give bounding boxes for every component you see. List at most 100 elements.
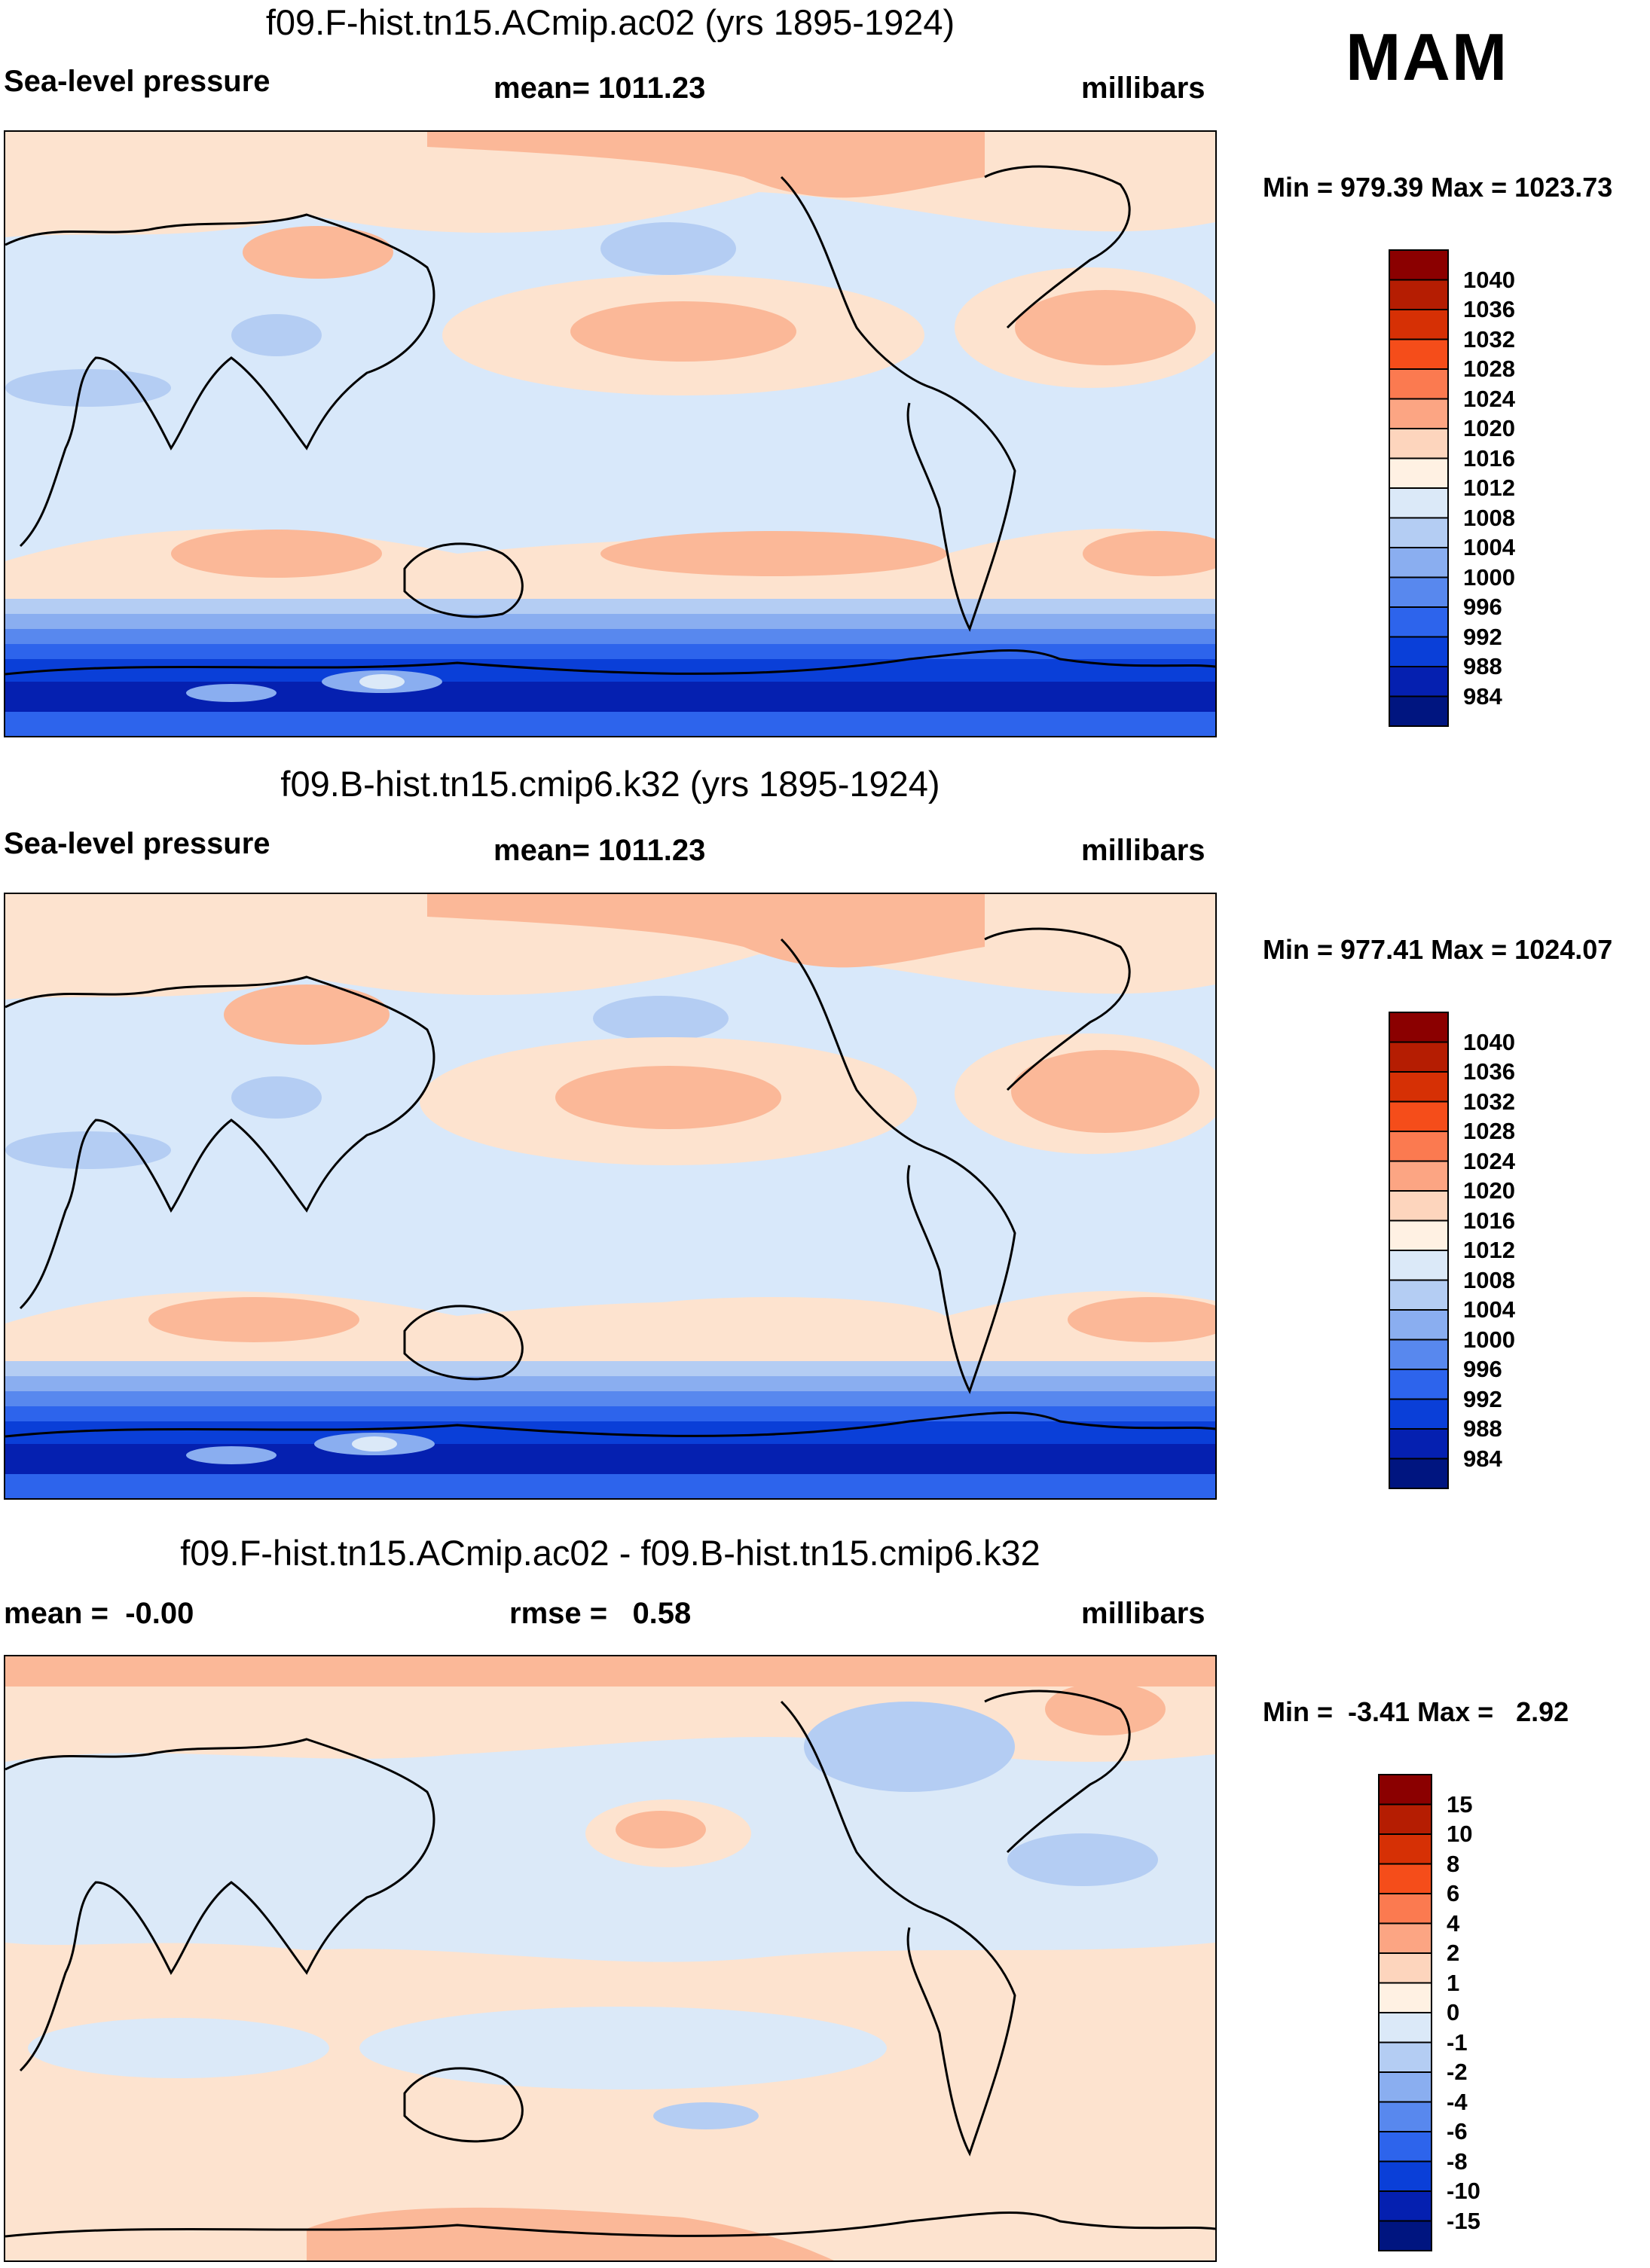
colorbar-swatch (1378, 2041, 1432, 2073)
panel2-map (4, 893, 1217, 1500)
colorbar-tick-label: 1012 (1463, 475, 1515, 501)
colorbar-swatch (1389, 1428, 1449, 1460)
colorbar-swatch (1389, 309, 1449, 340)
colorbar-tick-label: 984 (1463, 682, 1502, 710)
colorbar-swatch (1389, 1279, 1449, 1311)
colorbar-tick-label: 996 (1463, 594, 1502, 620)
colorbar-swatch (1389, 1160, 1449, 1192)
colorbar-tick-label: 1032 (1463, 1088, 1515, 1115)
colorbar-tick-label: -2 (1447, 2059, 1468, 2085)
colorbar-tick-label: -4 (1447, 2088, 1468, 2115)
map-sh-indian-high (148, 1297, 359, 1342)
map-coast-antarctica (5, 2211, 1215, 2238)
colorbar-swatch (1389, 1309, 1449, 1341)
colorbar-swatch (1378, 2101, 1432, 2132)
colorbar-swatch (1389, 338, 1449, 370)
colorbar-swatch (1389, 576, 1449, 608)
map-coast-antarctica (5, 649, 1215, 676)
map-azores-high-core (1015, 290, 1196, 365)
colorbar-swatch (1378, 2190, 1432, 2222)
colorbar-svg (1389, 249, 1449, 727)
map-so-band-1 (5, 599, 1215, 614)
colorbar-swatch (1378, 1863, 1432, 1894)
colorbar-swatch (1389, 1041, 1449, 1073)
map-sh-atlantic-high (1083, 531, 1215, 576)
panel1-map-svg (5, 132, 1215, 736)
map-so-band-4 (5, 644, 1215, 659)
colorbar-tick-label: 1024 (1463, 1147, 1515, 1174)
colorbar-tick-label: 8 (1447, 1850, 1460, 1877)
colorbar-tick-label: 6 (1447, 1880, 1460, 1906)
map-sh-pacific-negative (359, 2007, 887, 2089)
map-aleutian-low (600, 222, 736, 275)
map-coast-antarctica (5, 1411, 1215, 1438)
panel2-minmax-label: Min = 977.41 Max = 1024.07 (1263, 934, 1613, 965)
map-coastlines (5, 165, 1215, 676)
colorbar-tick-label: 4 (1447, 1909, 1460, 1937)
colorbar-tick-label: 1028 (1463, 1118, 1515, 1144)
panel1-colorbar: 1040 1036 1032 1028 1024 1020 1016 1012 1008 1004… (1388, 249, 1554, 731)
map-sh-indian-negative (28, 2018, 329, 2078)
map-asian-low (231, 314, 322, 356)
colorbar-swatch (1389, 517, 1449, 548)
map-arctic-high (427, 132, 985, 198)
colorbar-tick-label: 1032 (1463, 325, 1515, 353)
colorbar-tick-label: 988 (1463, 653, 1502, 679)
panel3-mean-label: mean = -0.00 (4, 1597, 194, 1630)
map-coast-greenland-na (984, 927, 1131, 1091)
panel2-variable-label: Sea-level pressure (4, 827, 270, 860)
colorbar-swatch (1389, 398, 1449, 429)
panel3-map-svg (5, 1656, 1215, 2260)
panel2-units-label: millibars (1081, 834, 1205, 867)
colorbar-tick-label: 1016 (1463, 1207, 1515, 1234)
colorbar-tick-label: 1012 (1463, 1237, 1515, 1263)
colorbar-tick-label: 0 (1447, 1999, 1460, 2025)
map-sh-atlantic-high (1068, 1297, 1215, 1342)
season-label: MAM (1346, 20, 1509, 94)
map-coast-greenland-na (984, 1690, 1131, 1854)
colorbar-tick-label: 1036 (1463, 296, 1515, 322)
panel2-colorbar: 1040 1036 1032 1028 1024 1020 1016 1012 1008 1004… (1388, 1011, 1554, 1493)
map-so-band-4 (5, 1406, 1215, 1421)
map-coast-eurasia-africa (5, 1738, 435, 2072)
colorbar-swatch (1389, 1339, 1449, 1370)
colorbar-svg (1378, 1774, 1432, 2251)
map-pacific-positive-core (616, 1811, 706, 1848)
map-antarctica-band (5, 712, 1215, 736)
map-coastlines (5, 927, 1215, 1438)
map-antarctic-patch-3 (186, 684, 277, 702)
map-so-band-2 (5, 614, 1215, 629)
colorbar-swatch (1389, 1100, 1449, 1132)
colorbar-tick-label: -15 (1447, 2207, 1480, 2234)
colorbar-tick-label: 1024 (1463, 385, 1515, 412)
panel1-variable-label: Sea-level pressure (4, 65, 270, 98)
colorbar-swatch (1389, 547, 1449, 578)
colorbar-swatch (1378, 2220, 1432, 2251)
colorbar-swatch (1378, 1774, 1432, 1806)
panel2-mean-label: mean= 1011.23 (493, 834, 706, 867)
colorbar-swatch (1389, 695, 1449, 727)
panel3-units-label: millibars (1081, 1597, 1205, 1630)
panel1-units-label: millibars (1081, 72, 1205, 105)
map-asian-low (231, 1076, 322, 1119)
panel3-minmax-label: Min = -3.41 Max = 2.92 (1263, 1696, 1569, 1727)
map-siberian-high (243, 226, 393, 279)
colorbar-swatch (1378, 2071, 1432, 2103)
colorbar-tick-label: 1036 (1463, 1058, 1515, 1085)
map-antarctic-patch-3 (186, 1446, 277, 1464)
map-coast-americas (780, 1700, 1016, 2157)
colorbar-tick-label: 15 (1447, 1790, 1473, 1818)
map-greenland-positive (1045, 1683, 1166, 1735)
map-so-band-3 (5, 1391, 1215, 1406)
colorbar-tick-label: 1000 (1463, 563, 1515, 591)
map-coast-americas (780, 176, 1016, 632)
map-canada-negative (804, 1702, 1015, 1792)
map-so-band-5 (5, 1421, 1215, 1444)
panel2-title: f09.B-hist.tn15.cmip6.k32 (yrs 1895-1924… (280, 764, 940, 804)
map-arctic-high (427, 894, 985, 968)
colorbar-swatch (1378, 1952, 1432, 1984)
map-so-band-3 (5, 629, 1215, 644)
colorbar-tick-label: 996 (1463, 1356, 1502, 1382)
map-siberian-high (224, 984, 390, 1045)
map-sh-pacific-blue (653, 2102, 759, 2129)
